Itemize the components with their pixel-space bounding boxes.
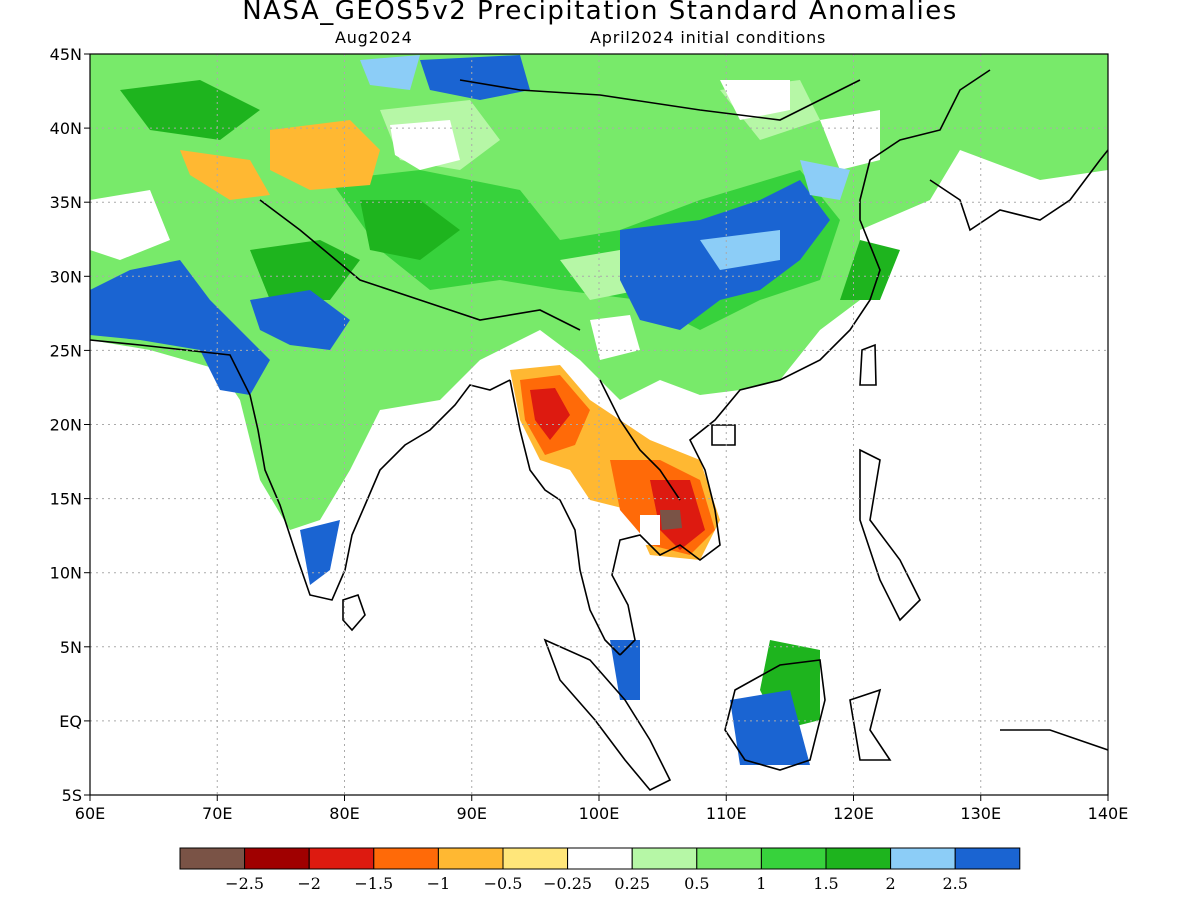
colorbar-swatch <box>437 847 504 870</box>
colorbar-swatch <box>567 847 633 870</box>
lat-label: 5S <box>62 786 82 805</box>
coast-malay-peninsula <box>611 69 991 656</box>
field-blue-south-india <box>300 520 340 585</box>
field-white-5 <box>590 315 640 360</box>
coast-burma-thailand <box>509 379 621 656</box>
lat-label: 40N <box>50 119 82 138</box>
field-dark-green-4 <box>840 240 900 300</box>
lon-label: 60E <box>75 804 105 823</box>
field-blue-sumatra <box>610 640 640 700</box>
border-himalaya <box>259 199 581 331</box>
lat-label: 25N <box>50 341 82 360</box>
coast-sri-lanka <box>342 593 366 632</box>
colorbar-swatch <box>760 847 827 870</box>
border-indochina <box>599 379 681 501</box>
colorbar-label: −0.25 <box>543 874 592 893</box>
lon-label: 110E <box>706 804 747 823</box>
lat-label: 45N <box>50 45 82 64</box>
longitude-labels: 60E 70E 80E 90E 100E 110E 120E 130E 140E <box>75 804 1129 823</box>
colorbar-label: −0.5 <box>484 874 523 893</box>
colorbar <box>179 847 1021 870</box>
coast-new-guinea <box>1000 729 1108 751</box>
coast-korea-japan <box>929 149 1108 232</box>
coast-borneo <box>724 659 826 771</box>
field-dark-green-1 <box>360 200 460 260</box>
field-red-1 <box>530 388 570 440</box>
field-dark-green-3 <box>250 240 360 300</box>
initial-conditions: April2024 initial conditions <box>590 28 827 47</box>
colorbar-label: 0.5 <box>684 874 709 893</box>
lat-label: 15N <box>50 490 82 509</box>
lon-label: 80E <box>329 804 359 823</box>
colorbar-swatch <box>825 847 892 870</box>
colorbar-label: −2 <box>297 874 321 893</box>
lon-label: 130E <box>960 804 1001 823</box>
lon-label: 70E <box>202 804 232 823</box>
field-blue-borneo <box>730 690 810 765</box>
lat-label: 30N <box>50 267 82 286</box>
lat-label: 35N <box>50 193 82 212</box>
lat-label: 20N <box>50 416 82 435</box>
colorbar-label: 0.25 <box>614 874 650 893</box>
valid-month: Aug2024 <box>335 28 413 47</box>
lon-label: 140E <box>1088 804 1129 823</box>
anomaly-fields <box>90 54 1108 765</box>
colorbar-labels: −2.5 −2 −1.5 −1 −0.5 −0.25 0.25 0.5 1 1.5 2 2.5 <box>225 874 968 893</box>
gridlines <box>90 54 1108 795</box>
colorbar-swatch <box>890 847 956 870</box>
colorbar-label: 2 <box>886 874 896 893</box>
field-white-patch-gulf <box>640 515 660 545</box>
field-dark-brown <box>660 510 682 530</box>
field-light-blue-2 <box>360 55 420 90</box>
lat-label: 10N <box>50 564 82 583</box>
lon-label: 90E <box>457 804 487 823</box>
lat-label: EQ <box>59 712 82 731</box>
field-dark-green-2 <box>120 80 260 140</box>
colorbar-swatch <box>502 847 569 870</box>
lon-label: 100E <box>579 804 620 823</box>
colorbar-swatch <box>244 847 310 870</box>
latitude-labels: 45N 40N 35N 30N 25N 20N 15N 10N 5N EQ 5S <box>50 45 82 805</box>
field-orange-pamir <box>180 150 270 200</box>
coast-india <box>90 339 511 601</box>
colorbar-swatch <box>373 847 439 870</box>
colorbar-swatch <box>179 847 246 870</box>
colorbar-swatch <box>696 847 762 870</box>
field-white-2 <box>90 190 170 260</box>
lat-label: 5N <box>60 638 82 657</box>
colorbar-label: 1.5 <box>813 874 838 893</box>
colorbar-swatch <box>308 847 375 870</box>
lon-label: 120E <box>833 804 874 823</box>
colorbar-swatch <box>631 847 698 870</box>
colorbar-label: −2.5 <box>225 874 264 893</box>
field-blue-india <box>250 290 350 350</box>
field-blue-tarim <box>420 55 530 100</box>
colorbar-label: −1.5 <box>354 874 393 893</box>
field-white-4 <box>720 80 790 120</box>
map-title: NASA_GEOS5v2 Precipitation Standard Anom… <box>242 0 958 26</box>
colorbar-label: 2.5 <box>942 874 967 893</box>
field-orange-central-asia <box>270 120 380 190</box>
coastlines-and-borders <box>90 69 1108 791</box>
field-white-1 <box>390 120 460 170</box>
coast-sumatra <box>543 638 672 791</box>
coast-sulawesi <box>849 688 892 761</box>
coast-hainan <box>711 424 736 446</box>
field-white-3 <box>820 110 880 170</box>
field-light-blue-3 <box>800 160 850 200</box>
field-light-blue-1 <box>700 230 780 270</box>
axis-ticks <box>84 53 1109 801</box>
colorbar-label: −1 <box>427 874 451 893</box>
field-blue-west <box>90 260 270 395</box>
colorbar-swatch <box>954 847 1021 870</box>
coast-taiwan <box>859 343 877 386</box>
coast-philippines <box>859 448 921 622</box>
colorbar-label: 1 <box>756 874 766 893</box>
border-china-mongolia <box>459 79 861 121</box>
